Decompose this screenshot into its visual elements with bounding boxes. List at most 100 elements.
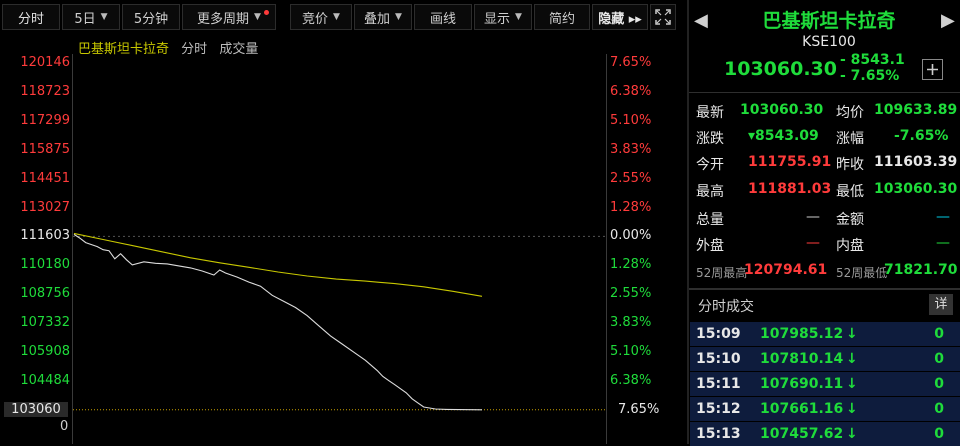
more-periods-button[interactable]: 更多周期 ▼	[182, 4, 276, 30]
label-prev-close: 昨收	[836, 157, 864, 173]
overlay-button[interactable]: 叠加 ▼	[354, 4, 412, 30]
label-amount: 金额	[836, 212, 864, 228]
tick-time: 15:13	[696, 426, 741, 442]
draw-line-button[interactable]: 画线	[414, 4, 472, 30]
tab-fenshi[interactable]: 分时	[2, 4, 60, 30]
down-arrow-icon: ↓	[846, 326, 858, 342]
display-button[interactable]: 显示 ▼	[474, 4, 532, 30]
simple-label: 简约	[548, 11, 575, 27]
value-prev-close: 111603.39	[874, 154, 958, 170]
label-inner: 内盘	[836, 238, 864, 254]
ticks-divider	[689, 288, 960, 290]
plus-icon	[927, 64, 938, 75]
pct-axis-label: 1.28%	[610, 257, 652, 273]
more-periods-label: 更多周期	[197, 11, 250, 27]
tick-row: 15:10 107810.14 ↓ 0	[690, 347, 960, 371]
tick-row: 15:11 107690.11 ↓ 0	[690, 372, 960, 396]
header-divider	[689, 92, 960, 93]
tick-volume: 0	[934, 401, 944, 417]
dropdown-arrow-icon: ▼	[100, 12, 108, 22]
legend-name: 巴基斯坦卡拉奇	[78, 42, 170, 57]
price-line	[73, 233, 483, 411]
dropdown-arrow-icon: ▼	[515, 12, 522, 22]
pct-axis-label: 2.55%	[610, 170, 652, 186]
tab-5day[interactable]: 5日 ▼	[62, 4, 120, 30]
tick-volume: 0	[934, 351, 944, 367]
dropdown-arrow-icon: ▼	[254, 12, 261, 22]
chart-left-axis	[72, 54, 73, 444]
fullscreen-button[interactable]	[650, 4, 676, 30]
add-watchlist-button[interactable]	[922, 59, 943, 80]
hide-button[interactable]: 隐藏 ▸▸	[592, 4, 648, 30]
hide-label: 隐藏 ▸▸	[598, 11, 642, 27]
price-axis-label: 110180	[20, 257, 70, 273]
pct-axis-label: 6.38%	[610, 372, 652, 388]
tick-price: 107810.14	[760, 351, 844, 367]
value-amount: —	[936, 209, 950, 225]
tick-volume: 0	[934, 376, 944, 392]
price-axis-label: 117299	[20, 112, 70, 128]
dropdown-arrow-icon: ▼	[333, 12, 340, 22]
label-52w-high: 52周最高	[696, 266, 748, 280]
tick-price: 107690.11	[760, 376, 844, 392]
down-arrow-icon: ↓	[846, 376, 858, 392]
current-price: 103060.30	[724, 58, 837, 80]
price-axis-label: 108756	[20, 286, 70, 302]
tick-row: 15:13 107457.62 ↓ 0	[690, 422, 960, 446]
tick-row: 15:09 107985.12 ↓ 0	[690, 322, 960, 346]
change-percent: - 7.65%	[840, 68, 900, 84]
price-axis-label: 103060	[4, 401, 68, 417]
value-change-pct: -7.65%	[894, 128, 949, 144]
down-arrow-icon: ↓	[846, 351, 858, 367]
tick-price: 107985.12	[760, 326, 844, 342]
price-axis-label: 120146	[20, 55, 70, 70]
label-avg: 均价	[836, 105, 864, 121]
tick-time: 15:11	[696, 376, 741, 392]
next-stock-button[interactable]: ▶	[941, 10, 955, 31]
ticks-title: 分时成交	[698, 299, 754, 315]
prev-stock-button[interactable]: ◀	[694, 10, 708, 31]
value-change: ▾8543.09	[748, 128, 819, 144]
price-axis-label: 115875	[20, 141, 70, 157]
label-low: 最低	[836, 184, 864, 200]
chart-legend: 巴基斯坦卡拉奇 分时 成交量	[78, 38, 258, 57]
stock-title: 巴基斯坦卡拉奇	[762, 10, 896, 32]
tick-row: 15:12 107661.16 ↓ 0	[690, 397, 960, 421]
value-open: 111755.91	[748, 154, 832, 170]
value-volume: —	[806, 209, 820, 225]
value-avg: 109633.89	[874, 102, 958, 118]
stock-code: KSE100	[802, 34, 856, 50]
pct-axis-label: 1.28%	[610, 199, 652, 215]
pct-axis-label: 5.10%	[610, 112, 652, 128]
label-52w-low: 52周最低	[836, 266, 888, 280]
pct-axis-label: 2.55%	[610, 286, 652, 302]
fullscreen-icon	[655, 9, 671, 25]
price-axis-label: 114451	[20, 170, 70, 186]
tick-time: 15:09	[696, 326, 741, 342]
price-axis-label: 113027	[20, 199, 70, 215]
draw-line-label: 画线	[429, 11, 456, 27]
value-inner: —	[936, 235, 950, 251]
legend-volume: 成交量	[219, 42, 259, 57]
chart-right-axis	[606, 54, 607, 444]
price-axis-label: 118723	[20, 83, 70, 99]
intraday-chart[interactable]	[0, 0, 690, 444]
tab-5min[interactable]: 5分钟	[122, 4, 180, 30]
value-52w-low: 71821.70	[884, 262, 958, 278]
pct-axis-label: 7.65%	[610, 55, 652, 70]
change-value: - 8543.1	[840, 52, 905, 68]
ticks-detail-button[interactable]: 详	[929, 294, 953, 315]
pct-axis-label: 0.00%	[610, 228, 652, 244]
overlay-label: 叠加	[364, 11, 391, 27]
pct-axis-label: 6.38%	[610, 83, 652, 99]
tab-5min-label: 5分钟	[133, 11, 169, 27]
down-arrow-icon: ↓	[846, 401, 858, 417]
pct-axis-label: 5.10%	[610, 344, 652, 359]
tick-price: 107661.16	[760, 401, 844, 417]
auction-button[interactable]: 竞价 ▼	[290, 4, 352, 30]
value-low: 103060.30	[874, 181, 958, 197]
tab-fenshi-label: 分时	[17, 11, 44, 27]
down-arrow-icon: ↓	[846, 426, 858, 442]
value-52w-high: 120794.61	[744, 262, 828, 278]
simple-button[interactable]: 简约	[534, 4, 590, 30]
